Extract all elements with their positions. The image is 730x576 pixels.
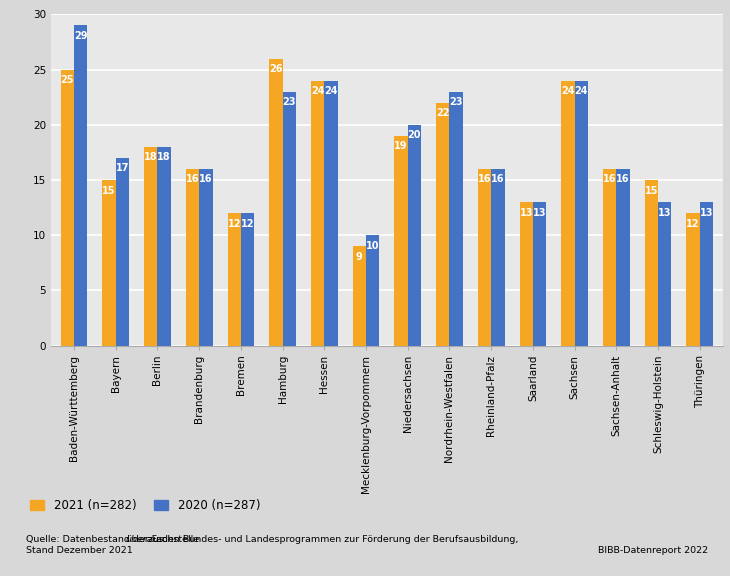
Text: zu den Bundes- und Landesprogrammen zur Förderung der Berufsausbildung,: zu den Bundes- und Landesprogrammen zur …	[145, 535, 518, 544]
Bar	[561, 81, 575, 346]
Bar	[575, 81, 588, 346]
Bar	[324, 81, 338, 346]
Bar	[241, 213, 254, 346]
Bar	[116, 158, 129, 346]
Text: 13: 13	[699, 207, 713, 218]
Text: 16: 16	[491, 175, 504, 184]
Bar	[478, 169, 491, 346]
Text: 15: 15	[102, 185, 116, 195]
Text: 16: 16	[616, 175, 630, 184]
Legend: 2021 (n=282), 2020 (n=287): 2021 (n=282), 2020 (n=287)	[30, 499, 260, 512]
Bar	[436, 103, 450, 346]
Bar	[144, 147, 158, 346]
Bar	[686, 213, 700, 346]
Text: 23: 23	[450, 97, 463, 107]
Text: überaus: überaus	[126, 535, 164, 544]
Text: 24: 24	[575, 86, 588, 96]
Bar	[658, 202, 672, 346]
Bar	[269, 59, 283, 346]
Text: 24: 24	[311, 86, 324, 96]
Bar	[283, 92, 296, 346]
Text: 18: 18	[158, 153, 171, 162]
Bar	[74, 25, 88, 346]
Bar	[394, 136, 408, 346]
Text: Stand Dezember 2021: Stand Dezember 2021	[26, 546, 132, 555]
Bar	[199, 169, 212, 346]
Text: 23: 23	[283, 97, 296, 107]
Text: BIBB-Datenreport 2022: BIBB-Datenreport 2022	[598, 546, 708, 555]
Bar	[408, 125, 421, 346]
Text: 16: 16	[199, 175, 212, 184]
Text: 20: 20	[407, 130, 421, 141]
Bar	[158, 147, 171, 346]
Bar	[228, 213, 241, 346]
Bar	[366, 235, 380, 346]
Bar	[533, 202, 546, 346]
Text: 13: 13	[658, 207, 672, 218]
Text: 13: 13	[520, 207, 533, 218]
Text: Quelle: Datenbestand der Fachstelle: Quelle: Datenbestand der Fachstelle	[26, 535, 201, 544]
Text: 25: 25	[61, 75, 74, 85]
Text: 19: 19	[394, 141, 408, 151]
Text: 13: 13	[533, 207, 546, 218]
Bar	[520, 202, 533, 346]
Text: 15: 15	[645, 185, 658, 195]
Text: 22: 22	[436, 108, 450, 118]
Text: 9: 9	[356, 252, 363, 262]
Text: 18: 18	[144, 153, 158, 162]
Bar	[102, 180, 116, 346]
Text: 16: 16	[185, 175, 199, 184]
Bar	[186, 169, 199, 346]
Bar	[491, 169, 504, 346]
Text: 12: 12	[228, 219, 241, 229]
Bar	[311, 81, 324, 346]
Bar	[700, 202, 713, 346]
Text: 16: 16	[603, 175, 616, 184]
Text: 12: 12	[686, 219, 700, 229]
Bar	[645, 180, 658, 346]
Text: 24: 24	[561, 86, 575, 96]
Text: 26: 26	[269, 64, 283, 74]
Bar	[603, 169, 616, 346]
Text: 12: 12	[241, 219, 254, 229]
Text: 10: 10	[366, 241, 380, 251]
Bar	[353, 247, 366, 346]
Text: 17: 17	[115, 164, 129, 173]
Text: 24: 24	[324, 86, 338, 96]
Bar	[61, 70, 74, 346]
Text: 29: 29	[74, 31, 88, 41]
Bar	[450, 92, 463, 346]
Bar	[616, 169, 630, 346]
Text: 16: 16	[477, 175, 491, 184]
